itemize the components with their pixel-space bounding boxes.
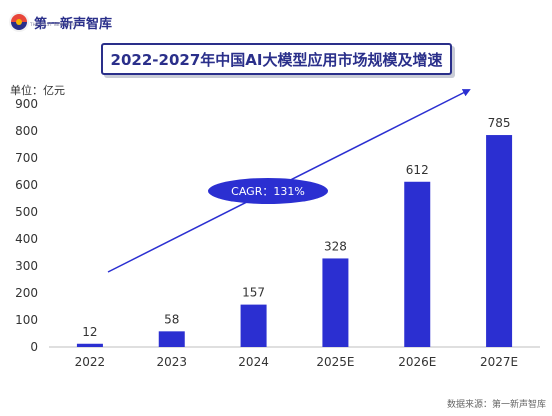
bar-value-label: 58: [164, 312, 179, 326]
bar: [404, 181, 431, 347]
y-tick-label: 100: [15, 313, 38, 327]
bar-value-label: 157: [242, 286, 265, 300]
bar-value-label: 612: [406, 163, 429, 177]
y-tick-label: 600: [15, 178, 38, 192]
x-tick-label: 2025E: [316, 355, 354, 369]
y-tick-label: 500: [15, 205, 38, 219]
chart-title: 2022-2027年中国AI大模型应用市场规模及增速: [110, 50, 443, 69]
y-tick-label: 800: [15, 124, 38, 138]
x-tick-label: 2022: [75, 355, 106, 369]
bar: [322, 258, 349, 347]
cagr-badge: [208, 178, 328, 204]
bar: [486, 135, 513, 347]
bar-value-label: 328: [324, 239, 347, 253]
bar: [240, 304, 267, 347]
bar: [158, 331, 185, 347]
x-tick-label: 2023: [156, 355, 187, 369]
chart-title-box: 2022-2027年中国AI大模型应用市场规模及增速: [101, 43, 452, 75]
x-tick-label: 2026E: [398, 355, 436, 369]
y-tick-label: 700: [15, 151, 38, 165]
y-tick-label: 300: [15, 259, 38, 273]
cagr-label: CAGR：131%: [231, 185, 305, 198]
bar-value-label: 12: [82, 325, 97, 339]
y-tick-label: 900: [15, 97, 38, 111]
bar-value-label: 785: [488, 116, 511, 130]
x-tick-label: 2024: [238, 355, 269, 369]
y-tick-label: 400: [15, 232, 38, 246]
brand-name: 第一新声智库: [34, 16, 113, 32]
brand-mark-icon: [9, 12, 29, 32]
bar: [76, 343, 103, 347]
y-tick-label: 200: [15, 286, 38, 300]
x-tick-label: 2027E: [480, 355, 518, 369]
brand-tagline: THE FIRST NEW VOICE: [30, 22, 79, 27]
y-axis-unit: 单位：亿元: [10, 84, 65, 97]
y-tick-label: 0: [30, 340, 38, 354]
brand-logo: 第一新声智库: [8, 8, 112, 36]
data-source: 数据来源：第一新声智库: [446, 400, 546, 410]
